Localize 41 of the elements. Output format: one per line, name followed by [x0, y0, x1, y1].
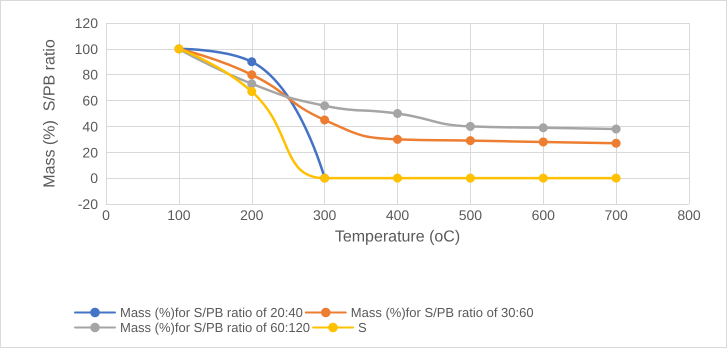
point: [538, 123, 548, 132]
y-tick-label: -20: [78, 196, 98, 212]
point: [466, 174, 475, 183]
x-tick-label: 800: [677, 207, 701, 223]
point: [320, 101, 330, 110]
x-axis-title: Temperature (oC): [334, 228, 460, 246]
legend-label: S: [358, 320, 368, 335]
y-tick-label: 0: [90, 170, 98, 186]
x-tick-label: 0: [102, 207, 110, 223]
x-tick-label: 700: [604, 207, 628, 223]
y-tick-label: 100: [74, 40, 98, 57]
point: [538, 137, 548, 146]
y-tick-label: 40: [82, 118, 98, 134]
point: [247, 57, 256, 66]
x-tick-label: 200: [240, 207, 264, 223]
point: [612, 138, 621, 148]
x-tick-label: 500: [458, 207, 482, 223]
point: [466, 122, 475, 131]
y-tick-label: 80: [82, 66, 98, 83]
x-tick-label: 300: [312, 207, 337, 223]
point: [393, 134, 402, 144]
x-tick-label: 400: [386, 207, 410, 223]
x-tick-label: 100: [167, 207, 191, 223]
y-tick-label: 120: [74, 15, 98, 31]
point: [247, 87, 256, 96]
point: [466, 136, 475, 146]
legend-label: Mass (%)for S/PB ratio of 60:120: [120, 320, 310, 335]
y-axis-title: Mass (%) S/PB ratio: [42, 39, 58, 188]
y-tick-label: 20: [82, 144, 98, 160]
point: [538, 174, 548, 183]
x-tick-label: 600: [532, 207, 556, 223]
legend-label: Mass (%)for S/PB ratio of 30:60: [350, 305, 534, 320]
point: [612, 174, 621, 183]
legend-label: Mass (%)for S/PB ratio of 20:40: [120, 305, 303, 320]
point: [320, 115, 330, 124]
point: [247, 79, 256, 88]
y-tick-label: 60: [82, 92, 98, 109]
point: [612, 124, 621, 134]
point: [393, 109, 402, 118]
point: [393, 174, 402, 183]
point: [247, 70, 256, 80]
